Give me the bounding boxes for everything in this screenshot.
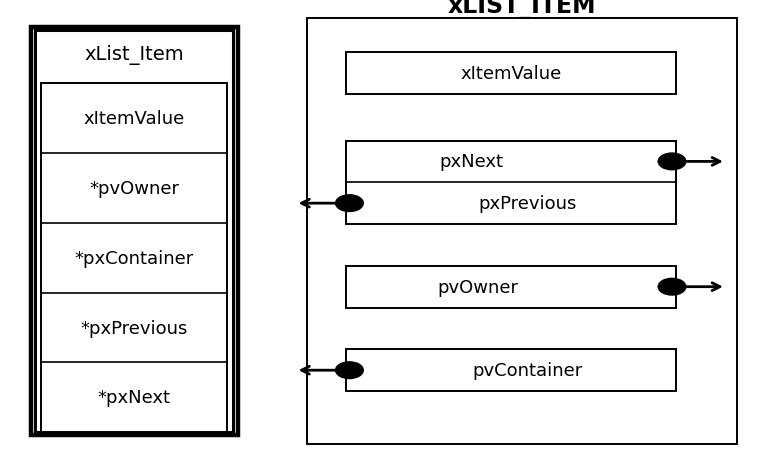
Bar: [41, 84, 227, 432]
Circle shape: [336, 362, 363, 379]
Bar: [346, 53, 676, 95]
Circle shape: [658, 154, 686, 170]
Text: pvContainer: pvContainer: [472, 362, 582, 379]
Bar: [346, 350, 676, 391]
Text: xList_Item: xList_Item: [84, 44, 184, 64]
Text: xItemValue: xItemValue: [84, 110, 185, 128]
Bar: [31, 28, 238, 435]
Bar: [346, 141, 676, 225]
Text: xItemValue: xItemValue: [460, 65, 561, 83]
Bar: [35, 31, 233, 432]
Text: *pvOwner: *pvOwner: [89, 180, 180, 197]
Text: *pxNext: *pxNext: [98, 388, 171, 407]
Text: *pxContainer: *pxContainer: [74, 249, 194, 267]
Bar: [307, 19, 737, 444]
Text: pxPrevious: pxPrevious: [478, 195, 577, 213]
Text: *pxPrevious: *pxPrevious: [81, 319, 188, 337]
Text: pvOwner: pvOwner: [437, 278, 518, 296]
Text: xLIST_ITEM: xLIST_ITEM: [448, 0, 597, 19]
Text: pxNext: pxNext: [439, 153, 503, 171]
Bar: [346, 266, 676, 308]
Circle shape: [336, 195, 363, 212]
Circle shape: [658, 279, 686, 295]
